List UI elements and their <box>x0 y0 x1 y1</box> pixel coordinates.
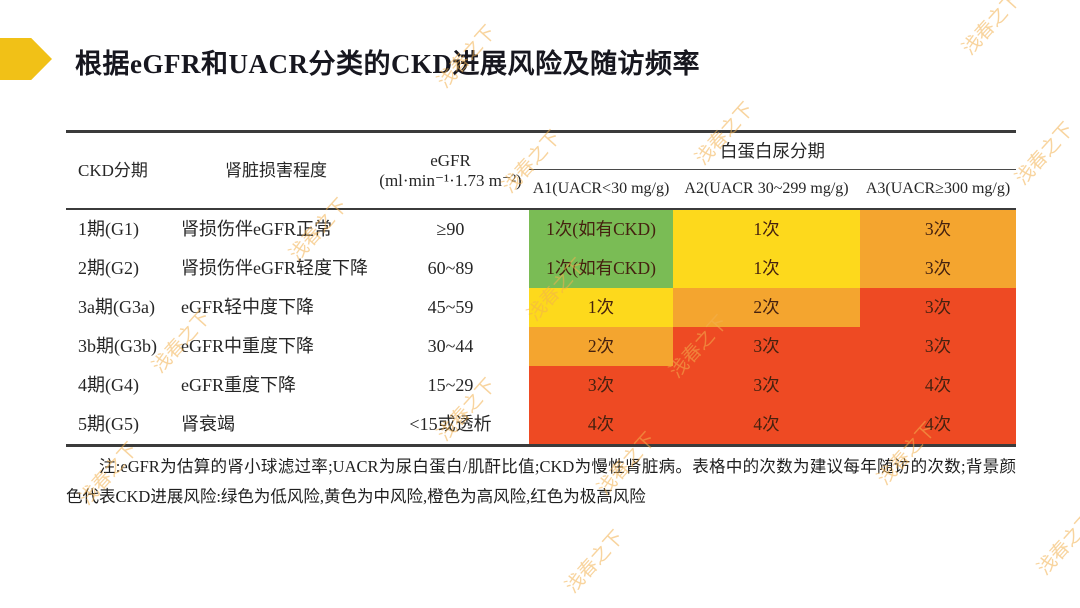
risk-cell-a1: 4次 <box>529 405 673 444</box>
egfr-cell: 15~29 <box>427 375 474 395</box>
stage-cell: 2期(G2) <box>78 258 139 278</box>
damage-cell: 肾损伤伴eGFR正常 <box>181 219 333 239</box>
ckd-risk-table: CKD分期 肾脏损害程度 eGFR (ml·min⁻¹·1.73 m⁻²) 白蛋… <box>66 130 1016 447</box>
egfr-cell: 30~44 <box>427 336 474 356</box>
risk-cell-a2: 2次 <box>673 288 860 327</box>
risk-cell-a3: 3次 <box>860 288 1016 327</box>
egfr-cell: 45~59 <box>427 297 474 317</box>
header-a3: A3(UACR≥300 mg/g) <box>865 179 1011 197</box>
header-egfr: eGFR (ml·min⁻¹·1.73 m⁻²) <box>372 133 529 208</box>
header-egfr-label: eGFR <box>430 150 471 170</box>
risk-cell-a1: 1次(如有CKD) <box>529 210 673 249</box>
risk-cell-a1: 3次 <box>529 366 673 405</box>
risk-cell-a2: 3次 <box>673 327 860 366</box>
watermark: 浅春之下 <box>561 526 629 598</box>
table-row-g3b: 3b期(G3b) eGFR中重度下降 30~44 2次 3次 3次 <box>66 327 1016 366</box>
risk-cell-a3: 4次 <box>860 405 1016 444</box>
header-a1: A1(UACR<30 mg/g) <box>532 179 670 197</box>
header-a2: A2(UACR 30~299 mg/g) <box>684 179 849 197</box>
damage-cell: eGFR重度下降 <box>181 375 297 395</box>
egfr-cell: 60~89 <box>427 258 474 278</box>
table-row-g3a: 3a期(G3a) eGFR轻中度下降 45~59 1次 2次 3次 <box>66 288 1016 327</box>
table-row-g4: 4期(G4) eGFR重度下降 15~29 3次 3次 4次 <box>66 366 1016 405</box>
watermark: 浅春之下 <box>958 0 1026 60</box>
stage-cell: 1期(G1) <box>78 219 139 239</box>
risk-cell-a2: 1次 <box>673 249 860 288</box>
damage-cell: 肾损伤伴eGFR轻度下降 <box>181 258 369 278</box>
egfr-cell: ≥90 <box>436 219 465 239</box>
damage-cell: 肾衰竭 <box>181 414 235 434</box>
table-row-g2: 2期(G2) 肾损伤伴eGFR轻度下降 60~89 1次(如有CKD) 1次 3… <box>66 249 1016 288</box>
table-header: CKD分期 肾脏损害程度 eGFR (ml·min⁻¹·1.73 m⁻²) 白蛋… <box>66 133 1016 210</box>
header-albuminuria-group: 白蛋白尿分期 <box>529 133 1016 170</box>
risk-cell-a1: 1次 <box>529 288 673 327</box>
stage-cell: 4期(G4) <box>78 375 139 395</box>
risk-cell-a2: 3次 <box>673 366 860 405</box>
damage-cell: eGFR轻中度下降 <box>181 297 315 317</box>
table-row-g1: 1期(G1) 肾损伤伴eGFR正常 ≥90 1次(如有CKD) 1次 3次 <box>66 210 1016 249</box>
header-ckd-stage: CKD分期 <box>78 160 148 180</box>
stage-cell: 3b期(G3b) <box>78 336 157 356</box>
watermark: 浅春之下 <box>1033 508 1080 580</box>
risk-cell-a3: 4次 <box>860 366 1016 405</box>
page-title: 根据eGFR和UACR分类的CKD进展风险及随访频率 <box>75 49 700 79</box>
risk-cell-a2: 4次 <box>673 405 860 444</box>
watermark: 浅春之下 <box>1011 118 1079 190</box>
egfr-cell: <15或透析 <box>409 414 492 434</box>
stage-cell: 5期(G5) <box>78 414 139 434</box>
footnote: 注:eGFR为估算的肾小球滤过率;UACR为尿白蛋白/肌酐比值;CKD为慢性肾脏… <box>66 457 1016 506</box>
table-row-g5: 5期(G5) 肾衰竭 <15或透析 4次 4次 4次 <box>66 405 1016 444</box>
risk-cell-a2: 1次 <box>673 210 860 249</box>
risk-cell-a3: 3次 <box>860 327 1016 366</box>
risk-cell-a1: 2次 <box>529 327 673 366</box>
risk-cell-a3: 3次 <box>860 249 1016 288</box>
damage-cell: eGFR中重度下降 <box>181 336 315 356</box>
title-arrow-icon <box>0 38 52 80</box>
risk-cell-a3: 3次 <box>860 210 1016 249</box>
header-kidney-damage: 肾脏损害程度 <box>225 160 327 180</box>
table-body: 1期(G1) 肾损伤伴eGFR正常 ≥90 1次(如有CKD) 1次 3次 2期… <box>66 210 1016 444</box>
stage-cell: 3a期(G3a) <box>78 297 155 317</box>
risk-cell-a1: 1次(如有CKD) <box>529 249 673 288</box>
header-egfr-unit: (ml·min⁻¹·1.73 m⁻²) <box>379 170 522 190</box>
